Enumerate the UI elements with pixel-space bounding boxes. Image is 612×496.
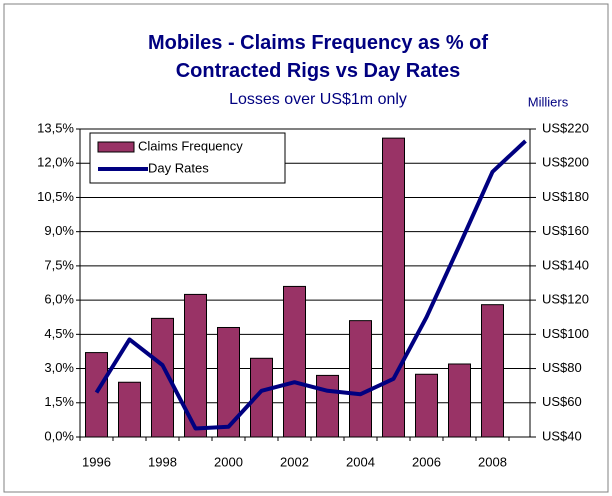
x-tick-label: 2000 — [214, 454, 243, 469]
legend-label: Day Rates — [148, 160, 209, 175]
y2-tick-label: US$160 — [542, 223, 589, 238]
y-tick-label: 6,0% — [44, 292, 74, 307]
y2-tick-label: US$180 — [542, 189, 589, 204]
y2-tick-label: US$220 — [542, 120, 589, 135]
y-tick-label: 3,0% — [44, 360, 74, 375]
legend-box — [89, 132, 286, 184]
line — [94, 139, 527, 431]
bar — [316, 374, 339, 438]
y2-tick-label: US$100 — [542, 326, 589, 341]
bar — [118, 381, 141, 438]
bar — [283, 285, 306, 438]
y-tick-label: 12,0% — [37, 155, 74, 170]
y2-unit-label: Milliers — [528, 94, 569, 109]
y-tick-label: 0,0% — [44, 428, 74, 443]
y-tick-label: 7,5% — [44, 257, 74, 272]
x-tick-label: 1998 — [148, 454, 177, 469]
y-tick-label: 10,5% — [37, 189, 74, 204]
x-tick-label: 1996 — [82, 454, 111, 469]
x-tick-label: 2004 — [346, 454, 375, 469]
y2-tick-label: US$200 — [542, 155, 589, 170]
bar — [415, 373, 438, 438]
y2-tick-label: US$40 — [542, 428, 582, 443]
bar — [481, 304, 504, 438]
x-tick-label: 2008 — [478, 454, 507, 469]
x-tick-label: 2002 — [280, 454, 309, 469]
bar — [448, 363, 471, 438]
y2-tick-label: US$140 — [542, 257, 589, 272]
y2-tick-label: US$60 — [542, 394, 582, 409]
y-tick-label: 1,5% — [44, 394, 74, 409]
y-tick-label: 13,5% — [37, 120, 74, 135]
legend-swatch — [97, 141, 135, 153]
chart-subtitle: Losses over US$1m only — [229, 91, 407, 108]
bar — [85, 352, 108, 438]
y2-tick-label: US$80 — [542, 360, 582, 375]
bar — [382, 137, 405, 438]
bar — [349, 320, 372, 438]
y-tick-label: 9,0% — [44, 223, 74, 238]
y-tick-label: 4,5% — [44, 326, 74, 341]
chart-title: Mobiles - Claims Frequency as % of Contra… — [148, 32, 488, 82]
y2-tick-label: US$120 — [542, 292, 589, 307]
x-tick-label: 2006 — [412, 454, 441, 469]
legend-label: Claims Frequency — [138, 138, 243, 153]
